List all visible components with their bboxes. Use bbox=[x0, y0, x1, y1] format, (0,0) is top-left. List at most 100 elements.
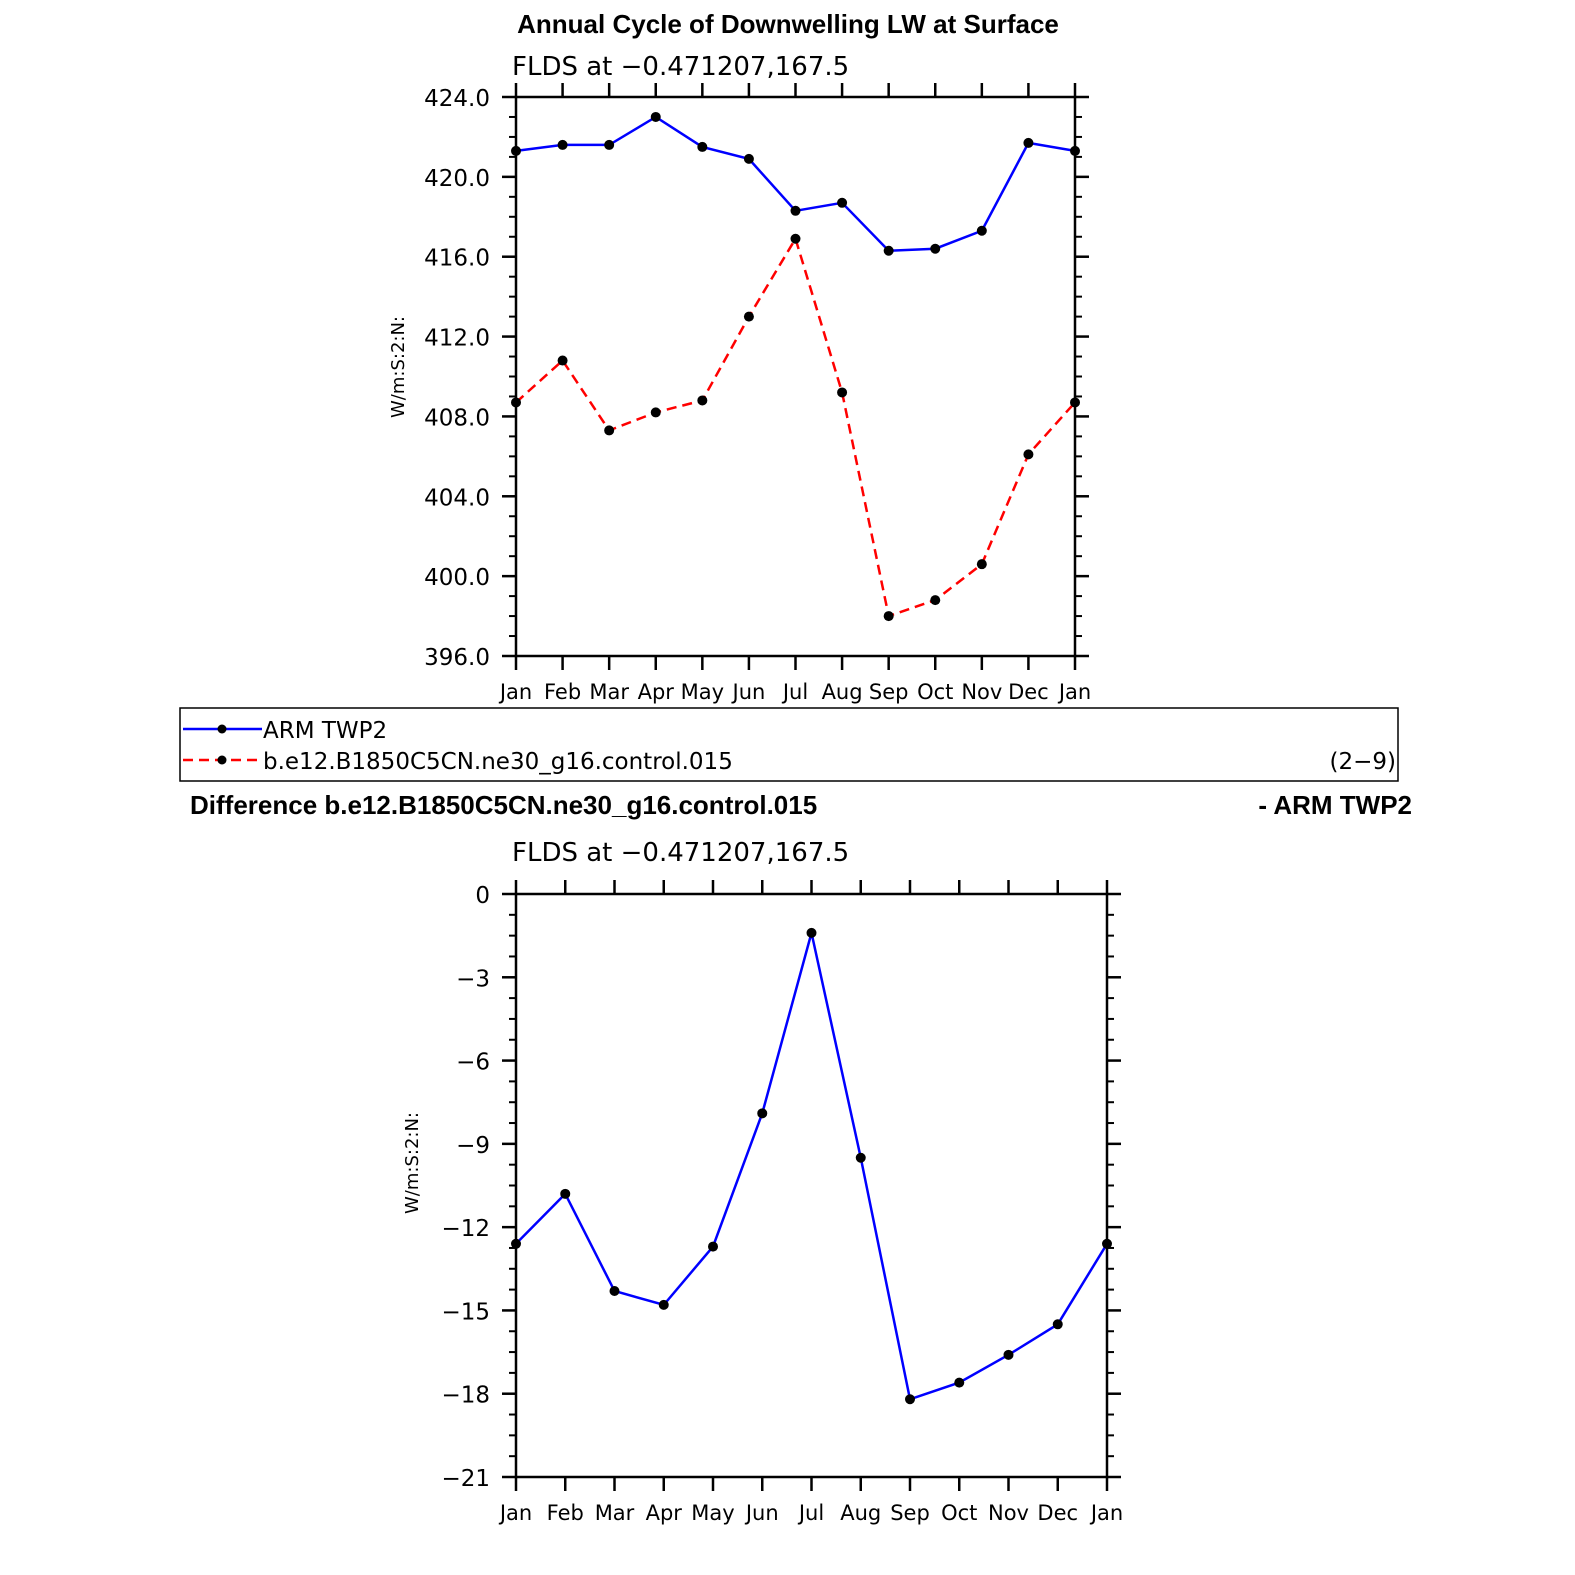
bottom-chart-series-0-point bbox=[1052, 1319, 1063, 1330]
top-chart-series-0-point bbox=[1023, 137, 1034, 148]
top-chart-ytick-label: 408.0 bbox=[424, 405, 490, 431]
bottom-chart-xtick-label: Aug bbox=[840, 1501, 881, 1525]
top-chart-xtick-label: May bbox=[681, 680, 724, 704]
top-chart-xtick-label: Dec bbox=[1008, 680, 1049, 704]
bottom-chart-xtick-label: Jul bbox=[797, 1501, 824, 1525]
bottom-chart-ytick-label: −18 bbox=[441, 1383, 490, 1409]
bottom-chart-ytick-label: −15 bbox=[441, 1299, 490, 1325]
difference-title: Difference b.e12.B1850C5CN.ne30_g16.cont… bbox=[190, 790, 817, 820]
top-chart-series-0-point bbox=[511, 145, 521, 156]
figure-title: Annual Cycle of Downwelling LW at Surfac… bbox=[517, 9, 1059, 39]
bottom-chart-ytick-label: −21 bbox=[441, 1466, 490, 1492]
top-chart-xtick-label: Mar bbox=[589, 680, 629, 704]
top-chart-series-1-point bbox=[604, 425, 615, 436]
legend-frame bbox=[179, 707, 1399, 782]
legend-marker-model bbox=[217, 755, 227, 765]
top-chart-xtick-label: Jan bbox=[1057, 680, 1091, 704]
top-chart-series-0-point bbox=[1070, 145, 1080, 156]
bottom-chart-xtick-label: Feb bbox=[547, 1501, 584, 1525]
bottom-chart-series-0-point bbox=[511, 1238, 521, 1249]
difference-title-suffix: - ARM TWP2 bbox=[1258, 790, 1412, 820]
bottom-chart-ytick-label: −9 bbox=[456, 1133, 490, 1159]
bottom-chart-ytick-label: −3 bbox=[456, 966, 490, 992]
top-chart-xtick-label: Jan bbox=[498, 680, 532, 704]
top-chart: FLDS at −0.471207,167.5 W/m:S:2:N: 396.0… bbox=[388, 52, 1091, 704]
bottom-chart-frame bbox=[514, 892, 1109, 1479]
top-chart-ylabel: W/m:S:2:N: bbox=[388, 316, 409, 418]
top-chart-series-0-point bbox=[790, 205, 801, 216]
bottom-chart-xtick-label: Oct bbox=[941, 1501, 977, 1525]
bottom-chart-xtick-label: Nov bbox=[988, 1501, 1029, 1525]
top-chart-series-0-point bbox=[697, 141, 708, 152]
top-chart-xtick-label: Aug bbox=[822, 680, 863, 704]
top-chart-series-1-point bbox=[930, 595, 941, 606]
bottom-chart-series-0-point bbox=[560, 1188, 571, 1199]
bottom-chart-series-0-point bbox=[609, 1285, 620, 1296]
top-chart-series-0-point bbox=[743, 153, 754, 164]
bottom-chart-series-0-point bbox=[855, 1152, 866, 1163]
bottom-chart-xtick-label: Apr bbox=[646, 1501, 683, 1525]
top-chart-series-1-point bbox=[1023, 449, 1034, 460]
top-chart-series-0-point bbox=[930, 243, 941, 254]
top-chart-ytick-label: 400.0 bbox=[424, 565, 490, 591]
bottom-chart-ylabel: W/m:S:2:N: bbox=[402, 1112, 423, 1214]
top-chart-series-1-point bbox=[650, 407, 661, 418]
bottom-chart-series-0-point bbox=[1102, 1238, 1112, 1249]
top-chart-series-line-1 bbox=[515, 235, 1076, 618]
bottom-chart-xtick-label: Dec bbox=[1037, 1501, 1078, 1525]
bottom-chart-ytick-label: −12 bbox=[441, 1216, 490, 1242]
top-chart-ytick-label: 412.0 bbox=[424, 326, 490, 352]
top-chart-series-1-point bbox=[511, 397, 521, 408]
bottom-chart-series-0-point bbox=[1003, 1349, 1014, 1360]
bottom-chart-xtick-label: Jan bbox=[1089, 1501, 1123, 1525]
top-chart-series-0-point bbox=[604, 139, 615, 150]
top-chart-series-1-point bbox=[1070, 397, 1080, 408]
top-chart-series-1-point bbox=[557, 355, 568, 366]
top-chart-series-1-point bbox=[883, 611, 894, 622]
top-chart-series-1-point bbox=[790, 233, 801, 244]
legend: ARM TWP2 b.e12.B1850C5CN.ne30_g16.contro… bbox=[179, 707, 1399, 782]
bottom-chart-ytick-label: 0 bbox=[475, 883, 490, 909]
bottom-chart-xtick-label: Jan bbox=[498, 1501, 532, 1525]
top-chart-ytick-label: 416.0 bbox=[424, 246, 490, 272]
top-chart-series-1-point bbox=[743, 311, 754, 322]
bottom-chart-series-0-point bbox=[658, 1299, 669, 1310]
top-chart-series-0-point bbox=[557, 139, 568, 150]
top-chart-series-1-point bbox=[697, 395, 708, 406]
bottom-chart-series-0-point bbox=[905, 1394, 915, 1405]
top-chart-xtick-label: Jun bbox=[731, 680, 766, 704]
top-chart-series-line-0 bbox=[515, 115, 1076, 252]
bottom-chart-series-0-point bbox=[806, 927, 817, 938]
top-chart-ytick-label: 420.0 bbox=[424, 166, 490, 192]
top-chart-series-0-point bbox=[837, 197, 848, 208]
top-chart-series-0-point bbox=[883, 245, 894, 256]
bottom-chart-subtitle: FLDS at −0.471207,167.5 bbox=[512, 838, 849, 868]
top-chart-xtick-label: Jul bbox=[781, 680, 808, 704]
bottom-chart-series-0-point bbox=[708, 1241, 718, 1252]
top-chart-subtitle: FLDS at −0.471207,167.5 bbox=[512, 52, 849, 82]
top-chart-series-1-point bbox=[837, 387, 848, 398]
bottom-chart-xtick-label: May bbox=[691, 1501, 734, 1525]
top-chart-ytick-label: 396.0 bbox=[424, 645, 490, 671]
legend-note: (2−9) bbox=[1330, 749, 1396, 775]
legend-label-model: b.e12.B1850C5CN.ne30_g16.control.015 bbox=[263, 749, 733, 775]
top-chart-xtick-label: Apr bbox=[638, 680, 675, 704]
top-chart-series-0-point bbox=[976, 225, 987, 236]
top-chart-ytick-label: 424.0 bbox=[424, 86, 490, 112]
legend-marker-arm bbox=[217, 724, 227, 734]
bottom-chart-ytick-label: −6 bbox=[456, 1050, 490, 1076]
top-chart-xtick-label: Nov bbox=[961, 680, 1002, 704]
bottom-chart-xtick-label: Mar bbox=[595, 1501, 635, 1525]
bottom-chart-series-0-point bbox=[757, 1108, 768, 1119]
bottom-chart-xtick-label: Sep bbox=[890, 1501, 930, 1525]
bottom-chart-xtick-label: Jun bbox=[744, 1501, 779, 1525]
bottom-chart: FLDS at −0.471207,167.5 W/m:S:2:N: −21 −1… bbox=[402, 838, 1123, 1525]
bottom-chart-series-line-0 bbox=[515, 932, 1109, 1401]
top-chart-frame bbox=[514, 95, 1077, 658]
top-chart-series-0-point bbox=[650, 111, 661, 122]
top-chart-series-1-point bbox=[976, 559, 987, 570]
legend-label-arm: ARM TWP2 bbox=[263, 718, 387, 744]
top-chart-ytick-label: 404.0 bbox=[424, 485, 490, 511]
top-chart-xtick-label: Oct bbox=[917, 680, 953, 704]
